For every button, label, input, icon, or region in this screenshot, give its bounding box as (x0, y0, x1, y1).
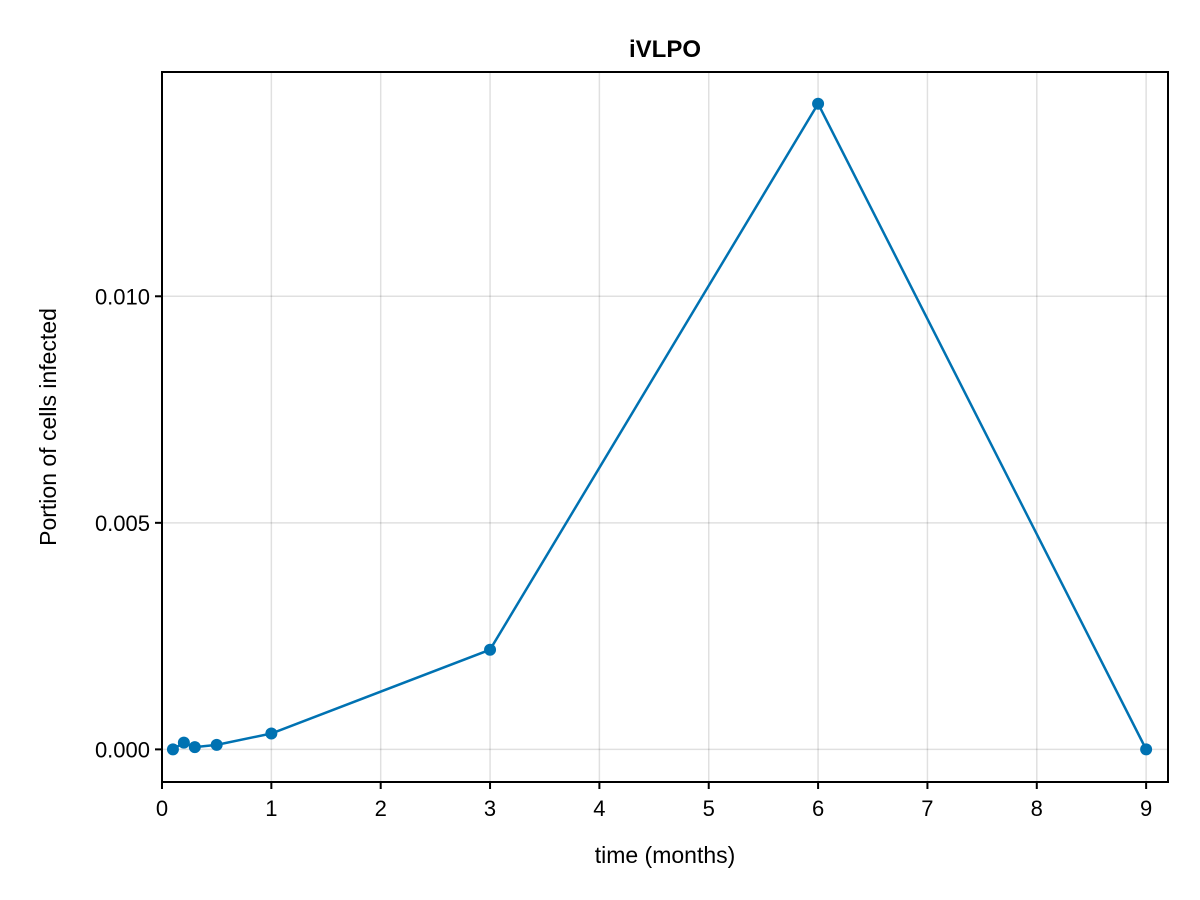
series-line (172, 101, 1148, 751)
y-tick-label: 0.005 (95, 511, 150, 536)
grid-layer (161, 72, 1168, 782)
data-point (166, 743, 179, 756)
x-tick-label: 3 (484, 796, 496, 821)
data-point (188, 741, 201, 754)
data-point (265, 727, 278, 740)
chart-title: iVLPO (629, 36, 701, 63)
tick-layer: 0 1 2 3 4 5 6 7 8 9 0.000 0.005 0.010 (95, 284, 1152, 821)
y-tick-label: 0.000 (95, 737, 150, 762)
x-tick-label: 4 (593, 796, 605, 821)
x-tick-label: 5 (703, 796, 715, 821)
series-layer (166, 97, 1153, 756)
y-axis-label: Portion of cells infected (35, 308, 61, 546)
data-point (1140, 743, 1153, 756)
x-tick-label: 1 (265, 796, 277, 821)
data-point (210, 738, 223, 751)
data-point (484, 643, 497, 656)
x-tick-label: 7 (921, 796, 933, 821)
x-tick-label: 9 (1140, 796, 1152, 821)
y-tick-label: 0.010 (95, 284, 150, 309)
x-tick-label: 8 (1031, 796, 1043, 821)
x-axis-label: time (months) (595, 842, 736, 868)
plot-frame (161, 71, 1169, 783)
data-point (177, 736, 190, 749)
data-point (812, 97, 825, 110)
x-tick-label: 0 (156, 796, 168, 821)
x-tick-label: 6 (812, 796, 824, 821)
x-tick-label: 2 (375, 796, 387, 821)
